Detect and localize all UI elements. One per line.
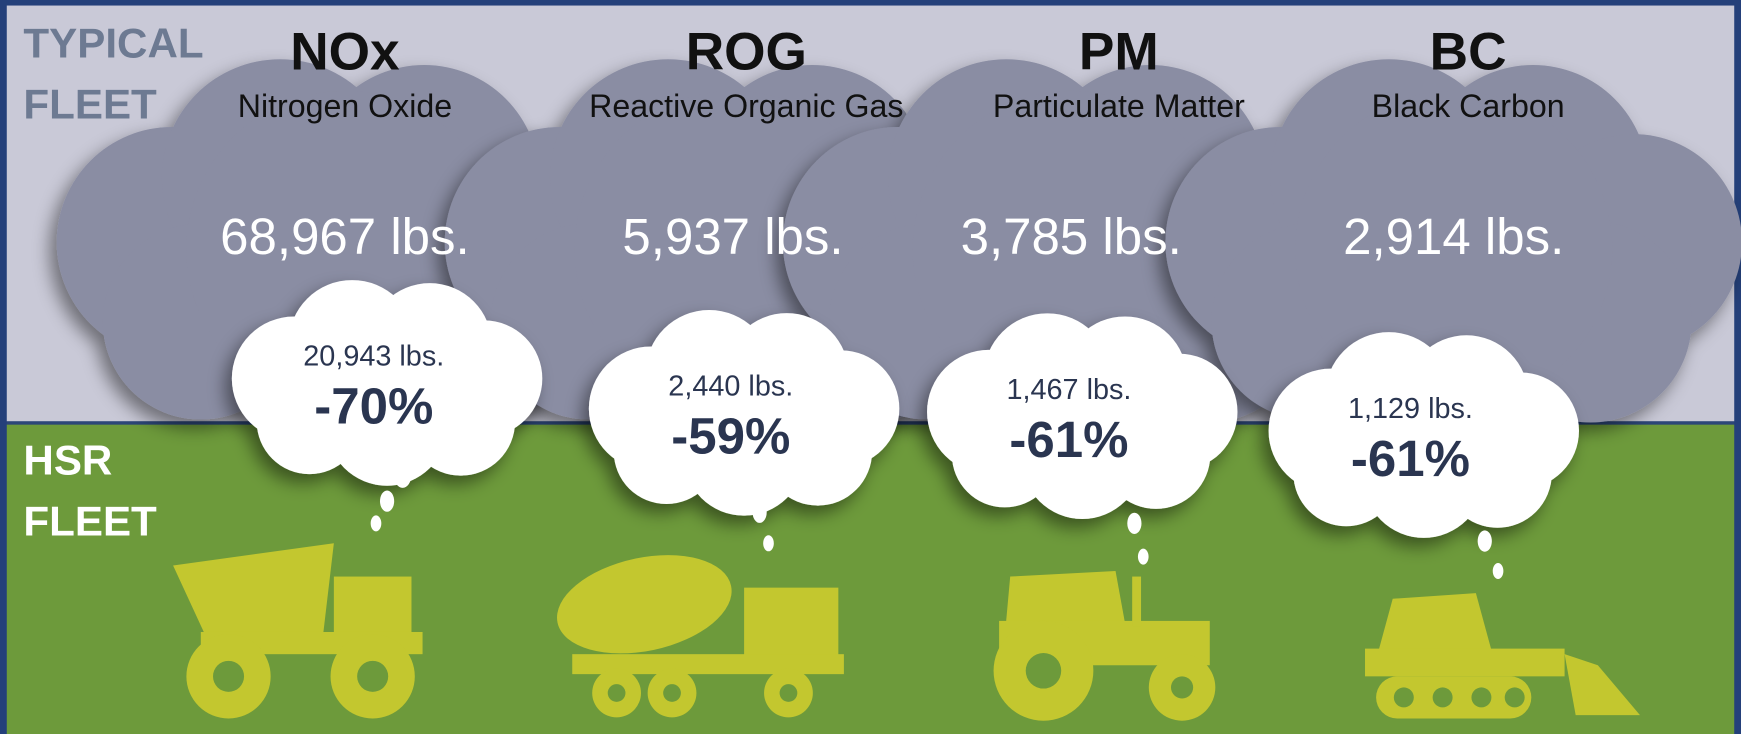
reduction-percent: -70% [314,378,433,435]
hsr-label: FLEET [23,498,157,545]
reduced-cloud [588,310,900,516]
pollutant-abbr: ROG [686,23,807,82]
hsr-label: HSR [23,437,112,484]
pollutant-name: Reactive Organic Gas [589,88,903,124]
typical-value: 68,967 lbs. [220,208,470,265]
pollutant-name: Black Carbon [1372,88,1565,124]
hsr-value: 2,440 lbs. [668,371,793,403]
vehicles [173,543,1640,721]
thought-dot [1477,530,1492,552]
cloud-puff [1295,90,1613,409]
pollutant-abbr: BC [1430,23,1507,82]
thought-dot [763,535,774,552]
thought-dot [393,461,412,488]
column-texts: NOx Nitrogen Oxide 68,967 lbs. 20,943 lbs. -… [220,23,1564,487]
hsr-value: 1,129 lbs. [1348,393,1473,425]
pollutant-name: Nitrogen Oxide [238,88,452,124]
typical-value: 2,914 lbs. [1343,208,1564,265]
hsr-value: 1,467 lbs. [1006,374,1131,406]
clouds [56,59,1741,579]
cloud-puff [301,297,473,468]
reduced-cloud [927,313,1238,520]
typical-value: 5,937 lbs. [622,208,843,265]
tractor-icon [993,571,1216,721]
emission-cloud [1165,59,1741,442]
cloud-puff [1338,349,1510,521]
thought-dot [1114,474,1133,502]
reduction-percent: -59% [671,408,790,465]
thought-dot [370,515,382,532]
bulldozer-icon [1365,593,1640,719]
dump-truck-icon [173,543,423,719]
typical-label: FLEET [23,81,157,128]
thought-dot [737,465,756,493]
hsr-value: 20,943 lbs. [303,341,444,373]
cloud-puff [996,330,1168,502]
thought-dot [1137,548,1149,565]
reduction-percent: -61% [1009,411,1128,468]
thought-dot [752,501,767,523]
typical-label: TYPICAL [23,20,203,67]
thought-dot [1453,491,1472,518]
reduced-cloud [231,280,543,486]
reduced-cloud [1268,332,1579,538]
thought-dot [1492,563,1504,579]
thought-dot [1127,512,1142,534]
mixer-truck-icon [557,555,844,718]
thought-dot [379,490,395,512]
typical-value: 3,785 lbs. [961,208,1182,265]
cloud-puff [658,327,830,498]
pollutant-name: Particulate Matter [993,88,1245,124]
pollutant-abbr: NOx [290,23,400,82]
reduction-percent: -61% [1351,430,1470,487]
pollutant-abbr: PM [1079,23,1159,82]
